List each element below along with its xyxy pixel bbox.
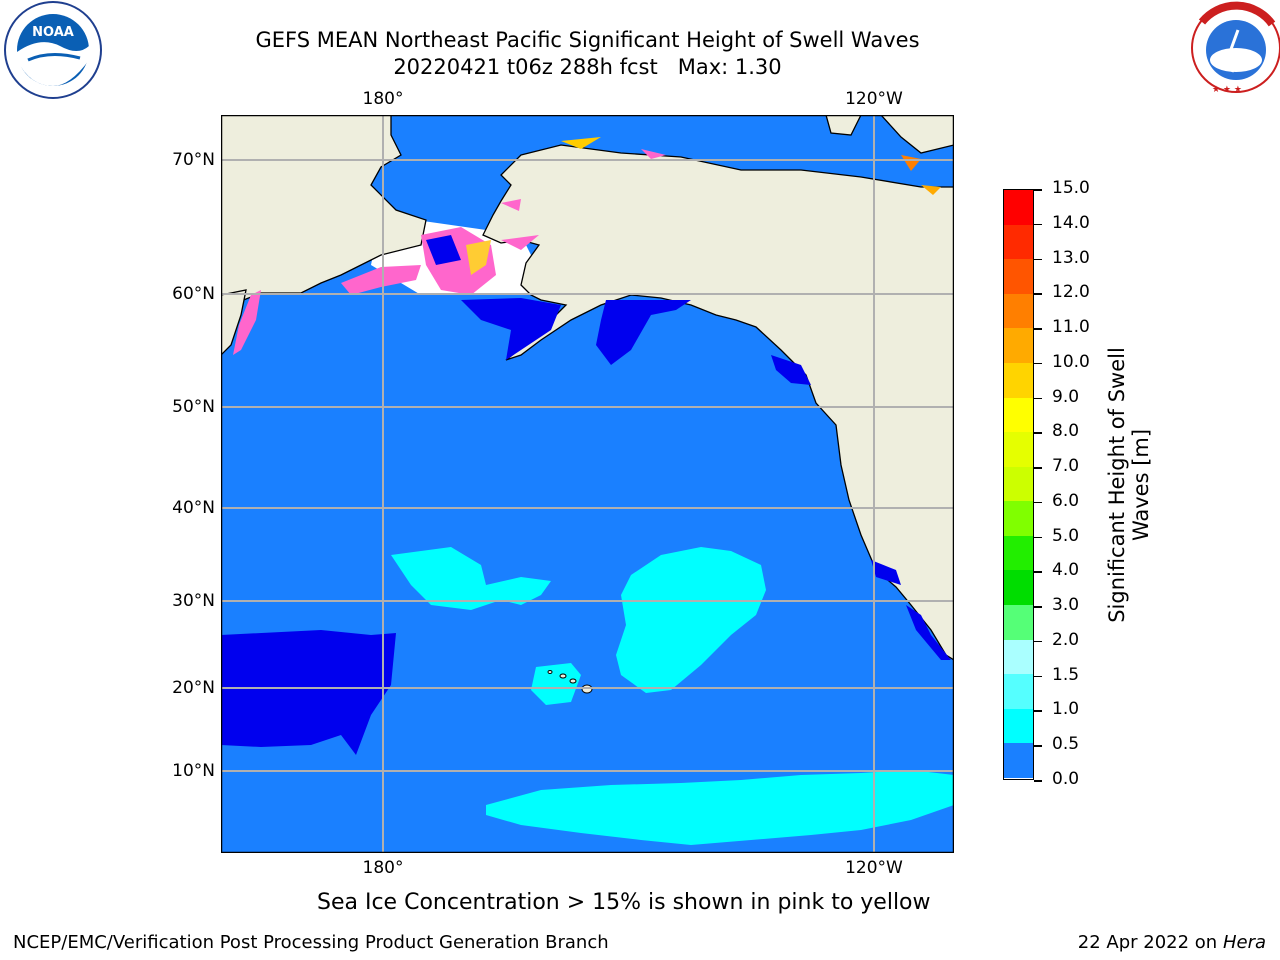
colorbar-tick-label: 11.0 — [1052, 317, 1090, 338]
colorbar-tick-mark — [1034, 536, 1042, 539]
colorbar-tick-mark — [1034, 745, 1042, 747]
lon-label-top-120w: 120°W — [845, 89, 903, 109]
colorbar-tick-mark — [1034, 640, 1042, 643]
colorbar-segment — [1004, 328, 1033, 364]
lon-label-top-180: 180° — [362, 89, 404, 109]
colorbar-tick-mark — [1034, 223, 1042, 226]
colorbar-tick-mark — [1034, 501, 1042, 504]
lat-label-20n: 20°N — [172, 678, 215, 698]
sea-ice-caption: Sea Ice Concentration > 15% is shown in … — [317, 890, 931, 915]
colorbar-tick-mark — [1034, 362, 1042, 365]
colorbar-segment — [1004, 259, 1033, 295]
footer-right: 22 Apr 2022 on Hera — [1078, 932, 1266, 953]
noaa-logo: NOAA — [0, 0, 106, 100]
colorbar-tick-mark — [1034, 189, 1042, 191]
colorbar-tick-label: 15.0 — [1052, 178, 1090, 198]
colorbar-segment — [1004, 501, 1033, 537]
colorbar-segment — [1004, 190, 1033, 226]
colorbar-tick-label: 0.5 — [1052, 734, 1080, 755]
colorbar-segment — [1004, 535, 1033, 571]
colorbar-tick-label: 14.0 — [1052, 212, 1090, 233]
colorbar-segment — [1004, 708, 1033, 744]
swell-1-1.5m-regions — [391, 547, 954, 845]
map-plot — [221, 115, 954, 853]
colorbar-tick-label: 1.5 — [1052, 664, 1080, 685]
noaa-logo-text: NOAA — [32, 25, 74, 40]
colorbar-segment — [1004, 362, 1033, 399]
colorbar-segment — [1004, 743, 1033, 779]
colorbar-segment — [1004, 605, 1033, 641]
colorbar-tick-mark — [1034, 397, 1042, 400]
colorbar-tick-label: 4.0 — [1052, 560, 1080, 581]
colorbar-tick-label: 2.0 — [1052, 629, 1080, 650]
colorbar-tick-label: 0.0 — [1052, 769, 1080, 789]
colorbar-tick-label: 6.0 — [1052, 490, 1080, 511]
lat-label-30n: 30°N — [172, 591, 215, 611]
north-america-land — [482, 144, 954, 661]
svg-text:★ ★ ★: ★ ★ ★ — [1212, 85, 1242, 95]
sea-ice-fringe — [233, 137, 941, 355]
footer-host: Hera — [1222, 932, 1266, 953]
colorbar-segment — [1004, 293, 1033, 329]
colorbar-segment — [1004, 570, 1033, 606]
lon-label-bottom-120w: 120°W — [845, 858, 903, 878]
colorbar-label: Significant Height of Swell Waves [m] — [1105, 347, 1153, 623]
colorbar-tick-mark — [1034, 675, 1042, 678]
footer-date: 22 Apr 2022 on — [1077, 932, 1223, 953]
colorbar-tick-label: 3.0 — [1052, 595, 1080, 616]
colorbar-tick-label: 8.0 — [1052, 421, 1080, 442]
colorbar — [1003, 189, 1034, 780]
colorbar-segment — [1004, 224, 1033, 260]
colorbar-segment — [1004, 674, 1033, 710]
colorbar-tick-mark — [1034, 293, 1042, 295]
colorbar-tick-mark — [1034, 571, 1042, 573]
colorbar-tick-label: 7.0 — [1052, 456, 1080, 477]
chart-title: GEFS MEAN Northeast Pacific Significant … — [255, 28, 920, 52]
low-swell-regions — [221, 298, 951, 755]
lat-label-60n: 60°N — [172, 284, 215, 304]
colorbar-segment — [1004, 466, 1033, 502]
lon-label-bottom-180: 180° — [362, 858, 404, 878]
colorbar-tick-label: 12.0 — [1052, 282, 1090, 303]
colorbar-tick-label: 9.0 — [1052, 386, 1080, 407]
colorbar-tick-label: 5.0 — [1052, 525, 1080, 546]
colorbar-segment — [1004, 639, 1033, 675]
colorbar-tick-label: 10.0 — [1052, 351, 1090, 372]
colorbar-tick-mark — [1034, 328, 1042, 330]
lat-label-40n: 40°N — [172, 498, 215, 518]
graticule — [221, 115, 954, 853]
colorbar-tick-label: 1.0 — [1052, 699, 1080, 720]
nws-logo: ★ ★ ★ — [1176, 0, 1280, 100]
colorbar-tick-mark — [1034, 258, 1042, 261]
colorbar-tick-mark — [1034, 606, 1042, 608]
chart-subtitle: 20220421 t06z 288h fcst Max: 1.30 — [393, 55, 782, 79]
footer-left: NCEP/EMC/Verification Post Processing Pr… — [13, 932, 609, 953]
colorbar-segment — [1004, 432, 1033, 468]
lat-label-70n: 70°N — [172, 150, 215, 170]
lat-label-10n: 10°N — [172, 761, 215, 781]
colorbar-tick-mark — [1034, 432, 1042, 434]
colorbar-segment — [1004, 397, 1033, 433]
colorbar-label-line1: Significant Height of Swell — [1105, 347, 1129, 623]
colorbar-tick-mark — [1034, 780, 1042, 782]
lat-label-50n: 50°N — [172, 397, 215, 417]
colorbar-tick-mark — [1034, 467, 1042, 469]
colorbar-tick-label: 13.0 — [1052, 247, 1090, 268]
colorbar-tick-mark — [1034, 710, 1042, 712]
colorbar-label-line2: Waves [m] — [1129, 428, 1153, 542]
